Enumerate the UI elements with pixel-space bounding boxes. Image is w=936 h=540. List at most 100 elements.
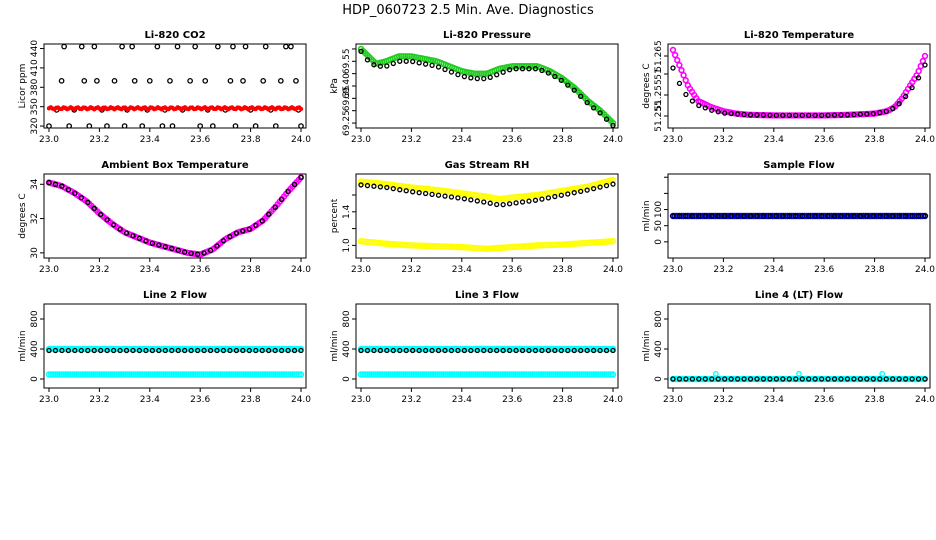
y-axis-label-line3: ml/min [330, 330, 340, 361]
data-point [442, 347, 448, 354]
x-tick-label: 23.2 [713, 395, 733, 405]
data-point [266, 347, 272, 354]
data-point [136, 235, 143, 242]
data-point [921, 52, 929, 60]
data-point [915, 376, 922, 382]
data-point [253, 222, 259, 228]
data-point [734, 111, 741, 117]
data-point [169, 123, 176, 128]
data-point [81, 77, 88, 84]
series-licortemp-main [669, 46, 929, 119]
data-point [844, 376, 851, 382]
plot-area [669, 370, 929, 383]
data-point [187, 77, 193, 84]
data-point [143, 347, 149, 354]
data-point [519, 347, 526, 354]
data-point [526, 347, 532, 354]
data-point [110, 347, 117, 354]
data-point [253, 347, 259, 354]
data-point [610, 347, 616, 354]
data-point [812, 213, 818, 219]
data-point [278, 347, 285, 354]
data-point [214, 44, 221, 50]
data-point [230, 44, 236, 50]
series-pressure-avg [358, 48, 616, 128]
data-point [397, 58, 403, 64]
data-point [796, 370, 802, 377]
data-point [680, 72, 687, 79]
plot-area [357, 345, 617, 378]
y-tick-label: 0 [654, 239, 664, 245]
data-point [609, 119, 617, 127]
data-point [864, 111, 870, 117]
x-tick-label: 23.0 [39, 135, 59, 145]
data-point [448, 194, 455, 200]
data-point [670, 376, 676, 382]
data-point [773, 112, 780, 119]
data-point [202, 77, 209, 84]
data-point [922, 213, 928, 219]
chart-boxtemp: Ambient Box Temperature 23.0 23.2 23.4 23.6 2… [18, 160, 311, 275]
data-point [896, 101, 902, 107]
data-point [429, 62, 435, 68]
y-axis-label-sampleflow: ml/min [642, 200, 652, 231]
x-tick-label: 23.6 [502, 395, 522, 405]
data-point [242, 44, 249, 50]
data-point [232, 123, 239, 128]
data-point [689, 376, 696, 382]
data-point [91, 347, 97, 354]
data-point [773, 213, 780, 219]
data-point [571, 190, 577, 196]
x-tick-label: 23.2 [401, 265, 421, 275]
x-tick-label: 23.4 [140, 135, 160, 145]
data-point [390, 185, 396, 192]
x-tick-label: 23.2 [89, 135, 109, 145]
x-tick-label: 23.0 [351, 265, 371, 275]
y-tick-label: 50 [654, 220, 664, 232]
data-point [214, 243, 220, 249]
data-point [760, 213, 767, 219]
x-tick-label: 23.8 [865, 135, 885, 145]
data-point [590, 347, 597, 354]
y-tick-label: 69.25 [342, 110, 352, 136]
data-point [91, 205, 97, 212]
data-point [539, 196, 545, 202]
data-point [259, 347, 265, 354]
data-point [767, 112, 773, 118]
series-line3-low [357, 371, 617, 378]
data-point [139, 123, 146, 128]
data-point [119, 44, 125, 50]
chart-sampleflow: Sample Flow 23.0 23.2 23.4 23.6 23.8 24.0 0 50 10… [642, 160, 935, 275]
data-point [831, 213, 838, 219]
data-point [384, 184, 390, 191]
data-point [780, 376, 786, 382]
data-point [558, 77, 564, 83]
data-point [519, 66, 526, 72]
y-axis-label-pressure: kPa [330, 78, 340, 94]
data-point [46, 179, 52, 186]
data-point [285, 188, 291, 195]
data-point [552, 73, 558, 80]
data-point [197, 123, 204, 128]
x-tick-label: 23.0 [39, 395, 59, 405]
data-point [506, 347, 513, 354]
data-point [532, 66, 539, 72]
data-point [676, 61, 683, 69]
series-line4-spikes [712, 370, 886, 377]
y-tick-label: 0 [654, 376, 664, 382]
x-tick-label: 23.8 [865, 265, 885, 275]
data-point [358, 182, 364, 188]
data-point [194, 347, 201, 354]
data-point [584, 100, 590, 106]
data-point [607, 371, 615, 378]
data-point [709, 376, 715, 382]
data-point [474, 347, 480, 354]
data-point [59, 183, 65, 189]
data-point [266, 211, 272, 217]
data-point [429, 347, 435, 354]
data-point [429, 191, 435, 198]
data-point [410, 347, 416, 354]
x-tick-label: 23.6 [814, 265, 834, 275]
data-point [747, 112, 754, 118]
data-point [474, 198, 480, 204]
